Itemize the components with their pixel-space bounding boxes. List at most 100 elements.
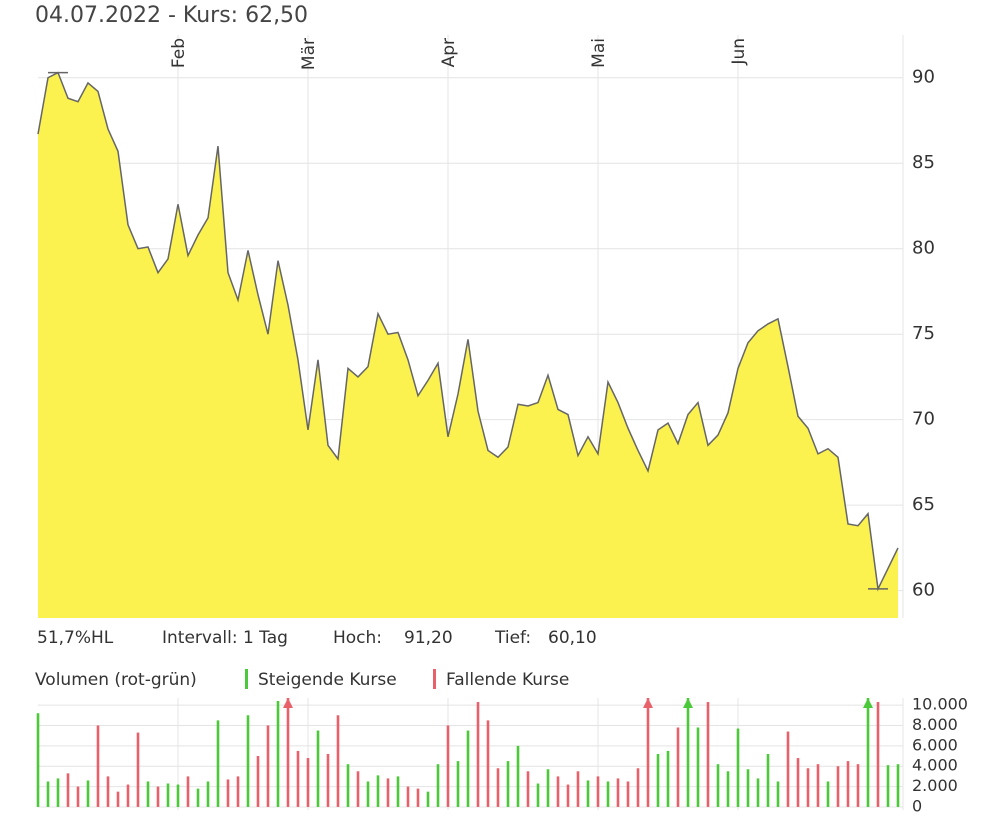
- legend-label: Fallende Kurse: [446, 670, 569, 690]
- volume-bar: [246, 715, 250, 807]
- volume-bar: [586, 780, 590, 807]
- volume-bar: [536, 783, 540, 807]
- x-tick-label: Mai: [589, 38, 609, 68]
- volume-bar: [606, 781, 610, 807]
- volume-bar: [326, 753, 330, 807]
- volume-bar: [526, 771, 530, 807]
- y-tick-label: 4.000: [912, 756, 958, 775]
- volume-bar: [856, 764, 860, 807]
- volume-bar: [456, 761, 460, 807]
- price-line: [37, 71, 899, 592]
- volume-bar: [366, 781, 370, 807]
- x-tick-label: Apr: [439, 38, 459, 67]
- y-tick-label: 65: [912, 494, 935, 515]
- volume-bar: [116, 791, 120, 807]
- volume-bar: [506, 761, 510, 807]
- volume-bar: [166, 783, 170, 807]
- volume-bar: [236, 776, 240, 807]
- volume-bar: [46, 781, 50, 807]
- volume-bar: [76, 786, 80, 807]
- volume-bar: [286, 698, 290, 807]
- volume-bar: [776, 781, 780, 807]
- x-tick-label: Feb: [169, 38, 189, 68]
- volume-bar: [496, 768, 500, 807]
- overflow-arrow: [643, 698, 653, 708]
- volume-bar: [896, 764, 900, 807]
- volume-bar: [186, 776, 190, 807]
- range-stat: 51,7%HL: [37, 628, 114, 648]
- volume-bar: [546, 769, 550, 807]
- volume-bar: [226, 779, 230, 807]
- volume-bar: [266, 725, 270, 807]
- y-tick-label: 85: [912, 152, 935, 173]
- legend-label: Steigende Kurse: [258, 670, 397, 690]
- volume-bar: [616, 778, 620, 807]
- volume-bar: [596, 776, 600, 807]
- volume-bar: [376, 775, 380, 807]
- volume-bar: [446, 725, 450, 807]
- volume-bar: [576, 771, 580, 807]
- volume-bar: [656, 753, 660, 807]
- volume-bar: [316, 730, 320, 807]
- volume-bar: [886, 765, 890, 807]
- volume-bar: [486, 720, 490, 807]
- volume-bar: [306, 758, 310, 807]
- overflow-arrow: [683, 698, 693, 708]
- volume-bar: [436, 764, 440, 807]
- volume-bar: [646, 698, 650, 807]
- volume-bar: [176, 784, 180, 807]
- volume-bar: [346, 764, 350, 807]
- volume-bar: [866, 698, 870, 807]
- volume-bar: [746, 769, 750, 807]
- volume-bar: [146, 781, 150, 807]
- overflow-arrow: [283, 698, 293, 708]
- volume-bar: [296, 750, 300, 807]
- volume-bar: [196, 788, 200, 807]
- overflow-arrow: [863, 698, 873, 708]
- volume-bar: [736, 728, 740, 807]
- y-tick-label: 80: [912, 238, 935, 259]
- volume-bar: [126, 784, 130, 807]
- legend-swatch: [245, 669, 248, 689]
- volume-bar: [216, 720, 220, 807]
- volume-bar: [416, 788, 420, 807]
- y-tick-label: 0: [912, 796, 922, 815]
- volume-bar: [726, 771, 730, 807]
- header: 04.07.2022 - Kurs: 62,50: [35, 3, 308, 28]
- volume-bar: [666, 750, 670, 807]
- volume-bar: [466, 730, 470, 807]
- volume-bar: [386, 778, 390, 807]
- volume-bar: [836, 766, 840, 807]
- volume-bar: [636, 768, 640, 807]
- volume-bar: [36, 713, 40, 807]
- volume-bar: [406, 786, 410, 807]
- high-label: Hoch:: [333, 628, 382, 648]
- volume-bar: [766, 753, 770, 807]
- volume-bar: [556, 776, 560, 807]
- volume-bar: [806, 768, 810, 807]
- volume-bar: [256, 756, 260, 807]
- volume-bar: [156, 786, 160, 807]
- volume-bar: [846, 761, 850, 807]
- volume-bar: [56, 778, 60, 807]
- volume-bar: [566, 784, 570, 807]
- volume-bar: [706, 702, 710, 807]
- y-tick-label: 70: [912, 409, 935, 430]
- area-fill: [38, 72, 898, 618]
- x-tick-label: Mär: [299, 38, 319, 70]
- volume-bar: [876, 702, 880, 807]
- volume-bar: [516, 745, 520, 807]
- x-tick-label: Jun: [729, 38, 749, 66]
- y-tick-label: 8.000: [912, 715, 958, 734]
- volume-bar: [336, 715, 340, 807]
- volume-bar: [626, 781, 630, 807]
- y-tick-label: 6.000: [912, 735, 958, 754]
- volume-bar: [106, 776, 110, 807]
- volume-bar: [66, 773, 70, 807]
- volume-bar: [96, 725, 100, 807]
- volume-bar: [826, 781, 830, 807]
- legend: Steigende Kurse Fallende Kurse: [245, 669, 569, 690]
- volume-title: Volumen (rot-grün): [35, 670, 197, 690]
- legend-swatch: [433, 669, 436, 689]
